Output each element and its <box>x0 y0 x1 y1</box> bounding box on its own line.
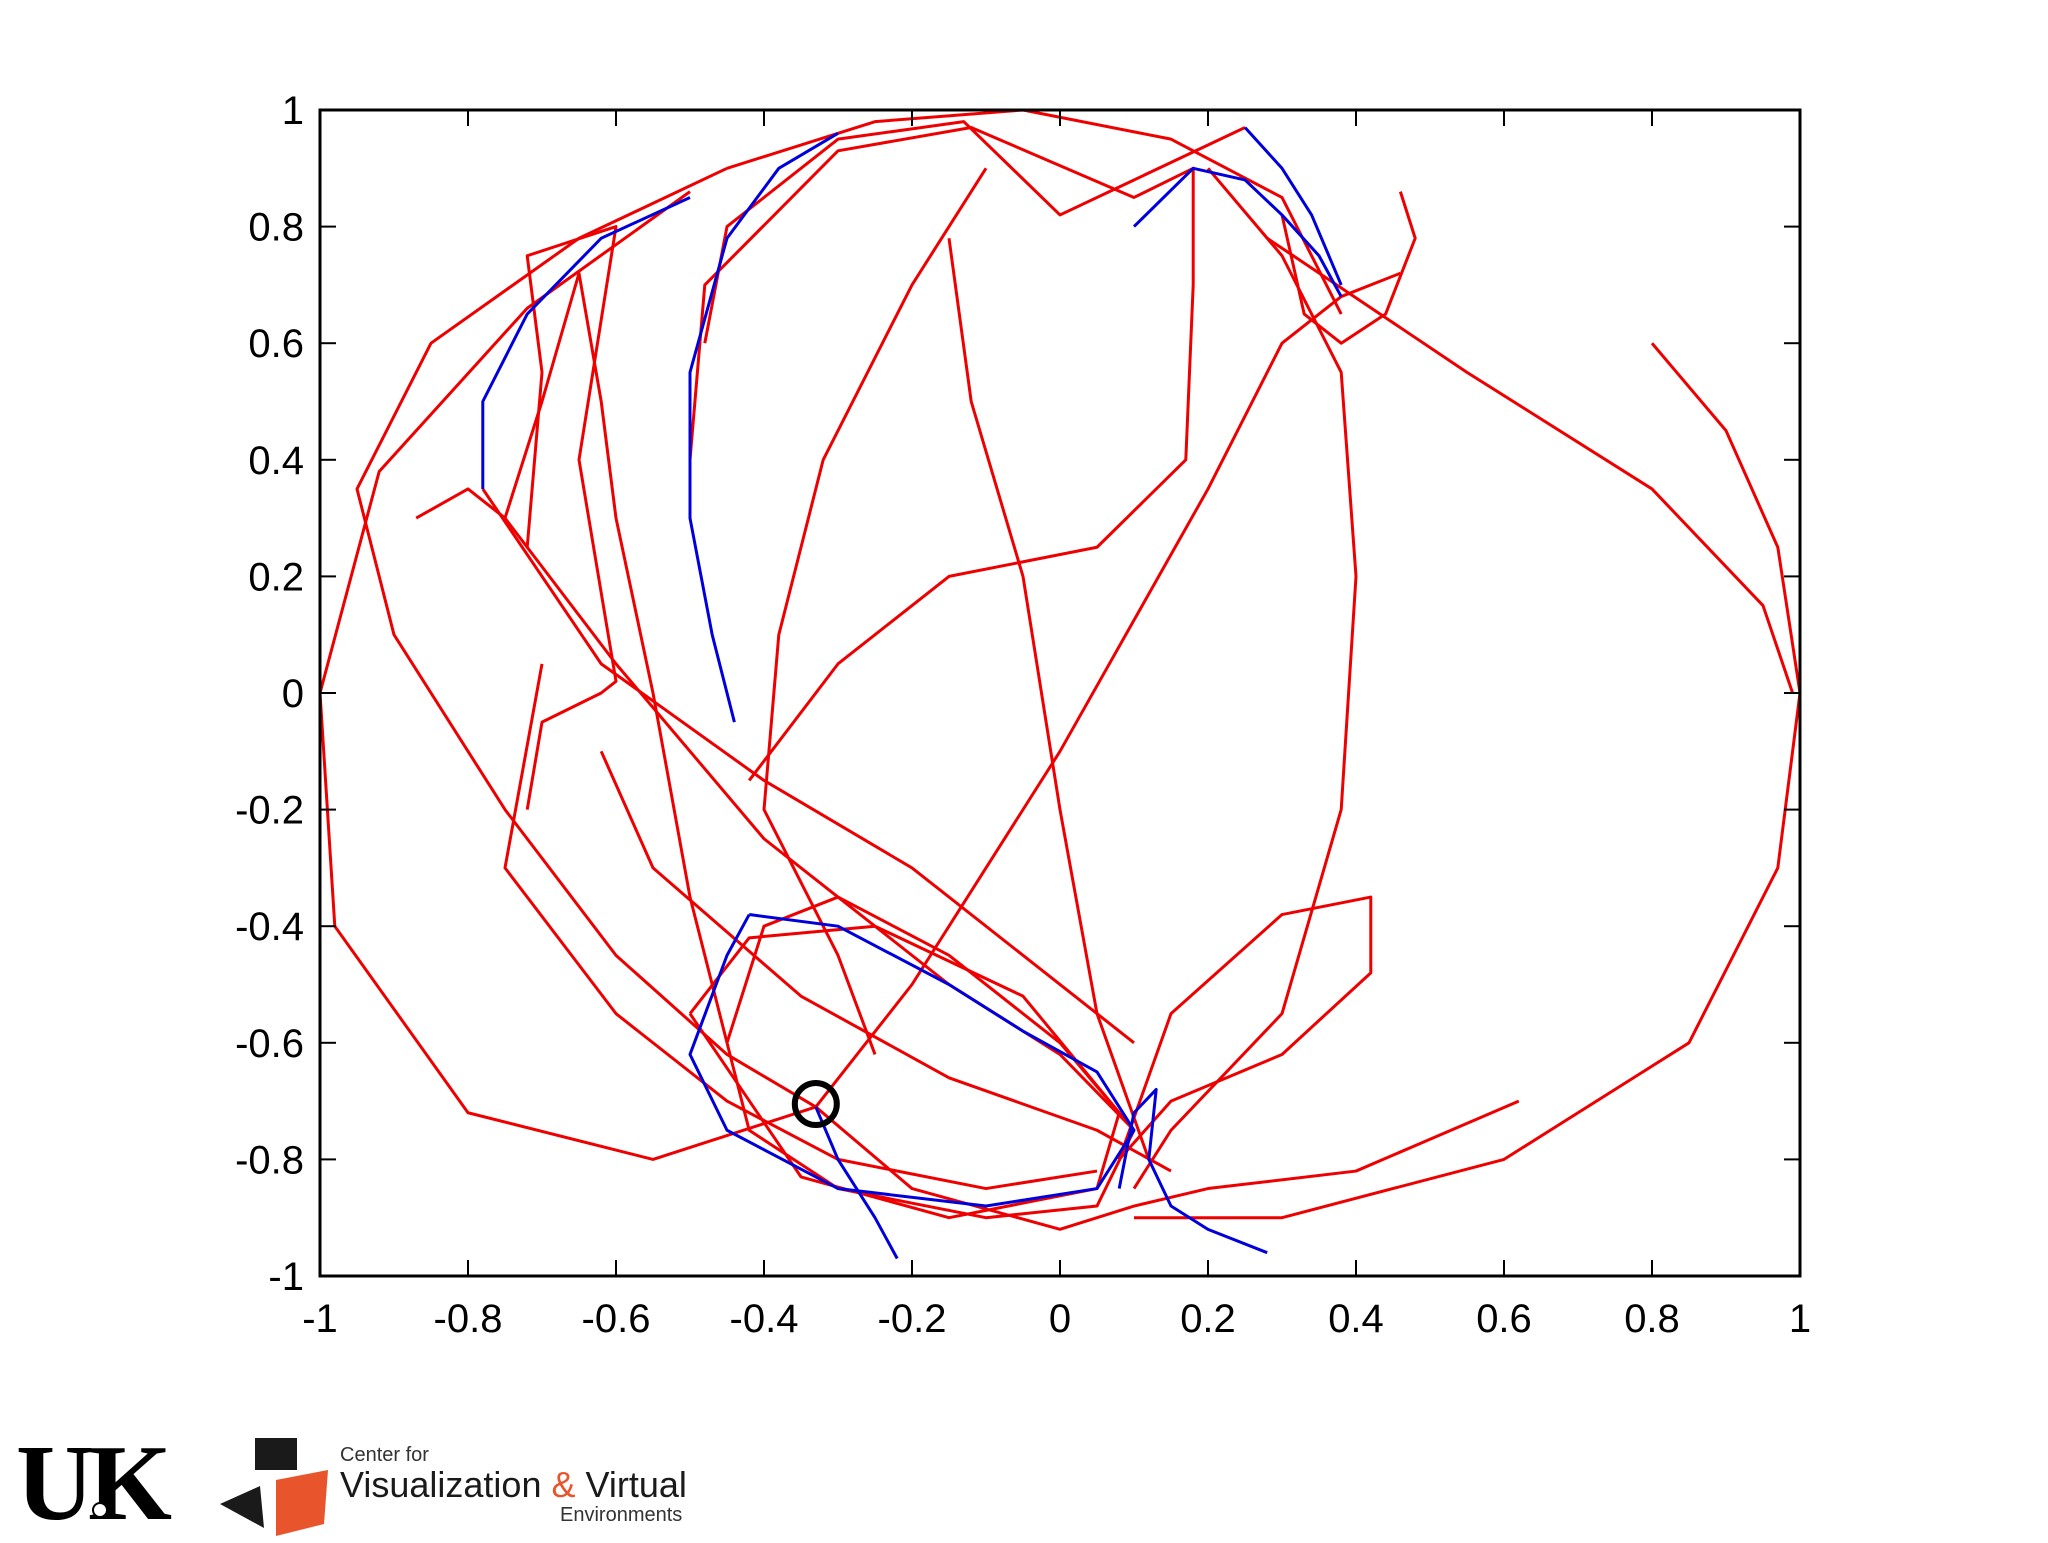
trajectory-blue-23 <box>688 132 839 723</box>
trajectory-red-19 <box>1280 191 1417 345</box>
footer-logos: UK Center for Visualization & Virtual En… <box>0 1420 760 1543</box>
x-tick-label: -0.8 <box>434 1297 503 1341</box>
trajectory-red-10 <box>1117 895 1373 1161</box>
trajectory-red-16 <box>525 225 618 810</box>
trajectory-red-15 <box>503 271 729 1044</box>
x-tick-label: 0.6 <box>1476 1297 1532 1341</box>
x-tick-label: 0.4 <box>1328 1297 1384 1341</box>
uk-logo: UK <box>16 1424 172 1543</box>
y-tick-label: 0.2 <box>248 555 304 599</box>
y-tick-label: -0.4 <box>235 905 304 949</box>
x-tick-label: -1 <box>302 1297 338 1341</box>
trajectory-red-18 <box>947 238 1151 1160</box>
cvve-line2-a: Visualization <box>340 1464 552 1505</box>
trajectory-red-8 <box>814 271 1401 1108</box>
uk-logo-circle <box>92 1502 108 1518</box>
trajectory-red-21 <box>481 488 1135 1044</box>
trajectory-red-5 <box>1132 167 1358 1190</box>
trajectory-red-20 <box>599 750 1172 1173</box>
trajectory-blue-25 <box>1243 126 1343 286</box>
cvve-amp: & <box>551 1464 576 1505</box>
series-layer <box>318 108 1802 1260</box>
y-tick-label: 0 <box>282 672 304 716</box>
x-tick-label: 0.8 <box>1624 1297 1680 1341</box>
marker-layer <box>791 1080 840 1129</box>
x-tick-label: 0 <box>1049 1297 1071 1341</box>
cvve-wordmark: Center for Visualization & Virtual Envir… <box>340 1444 687 1526</box>
y-tick-label: 1 <box>282 89 304 133</box>
trajectory-red-17 <box>762 167 988 1055</box>
y-tick-label: -0.8 <box>235 1138 304 1182</box>
y-tick-label: -0.2 <box>235 789 304 833</box>
y-tick-label: 0.6 <box>248 322 304 366</box>
y-tick-label: -1 <box>268 1255 304 1299</box>
cvve-line3: Environments <box>560 1504 683 1526</box>
trajectory-red-13 <box>503 663 1098 1191</box>
trajectory-red-7 <box>1266 237 1795 694</box>
cvve-line2-b: Virtual <box>575 1464 687 1505</box>
cvve-line1: Center for <box>340 1444 429 1466</box>
start-marker-circle <box>791 1080 840 1129</box>
x-tick-label: -0.2 <box>878 1297 947 1341</box>
trajectory-blue-26 <box>688 913 1136 1208</box>
x-tick-label: -0.4 <box>730 1297 799 1341</box>
trajectory-blue-27 <box>814 1106 899 1260</box>
axes-box <box>318 108 1802 1278</box>
trajectory-blue-24 <box>1132 166 1343 298</box>
y-tick-label: -0.6 <box>235 1022 304 1066</box>
trajectory-red-6 <box>1134 342 1802 1220</box>
trajectory-red-4 <box>688 125 1195 782</box>
trajectory-blue-22 <box>481 196 691 489</box>
x-tick-label: 0.2 <box>1180 1297 1236 1341</box>
trajectory-red-3 <box>703 120 1246 344</box>
trajectory-red-1 <box>318 190 817 1161</box>
x-tick-label: -0.6 <box>582 1297 651 1341</box>
cvve-line2: Visualization & Virtual <box>340 1466 687 1504</box>
x-tick-label: 1 <box>1789 1297 1811 1341</box>
y-tick-label: 0.4 <box>248 439 304 483</box>
trajectory-red-2 <box>726 108 1343 315</box>
cvve-logo-icon <box>220 1438 328 1536</box>
y-tick-label: 0.8 <box>248 206 304 250</box>
trajectory-red-9 <box>814 1099 1520 1231</box>
ticks-layer: -1 -0.8 -0.6 -0.4 -0.2 0 0.2 0.4 0.6 0.8 1 1 0.8 0.6 0… <box>235 89 1811 1341</box>
trajectory-blue-28 <box>1117 1087 1268 1255</box>
